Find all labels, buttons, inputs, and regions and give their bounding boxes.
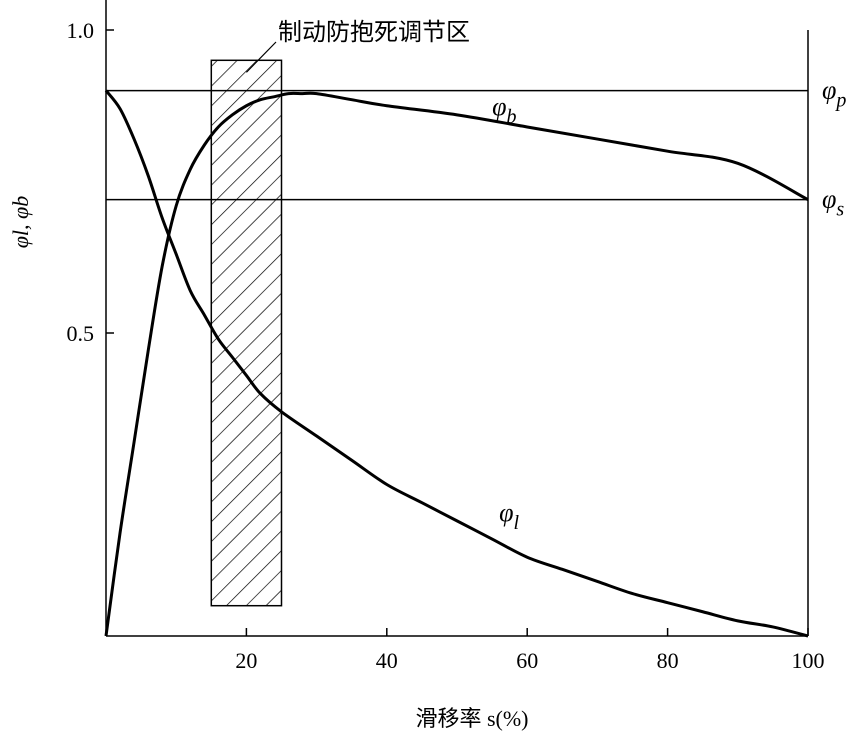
x-ticks: 20 40 60 80 100 bbox=[235, 628, 825, 673]
series-line-l bbox=[104, 89, 809, 638]
shaded-region bbox=[210, 59, 283, 607]
y-tick-label-1: 1.0 bbox=[67, 18, 95, 43]
reference-label-p: φp bbox=[822, 76, 846, 112]
x-tick-label-100: 100 bbox=[792, 648, 825, 673]
x-axis-title: 滑移率 s(%) bbox=[415, 706, 528, 731]
y-ticks: 0.5 1.0 bbox=[67, 18, 114, 346]
reference-label-s: φs bbox=[822, 185, 844, 221]
series-label-l: φl bbox=[499, 498, 519, 534]
x-tick-label-40: 40 bbox=[376, 648, 398, 673]
x-tick-label-80: 80 bbox=[657, 648, 679, 673]
region-label: 制动防抱死调节区 bbox=[278, 19, 470, 46]
region-leader-line bbox=[245, 41, 277, 73]
series-label-b: φb bbox=[492, 92, 516, 128]
reference-lines: φp φs bbox=[106, 76, 846, 221]
y-tick-label-0: 0.5 bbox=[67, 321, 95, 346]
y-axis-title: φl, φb bbox=[8, 196, 33, 248]
x-tick-label-20: 20 bbox=[235, 648, 257, 673]
series-line-b bbox=[104, 91, 809, 637]
x-tick-label-60: 60 bbox=[516, 648, 538, 673]
curves: φb φl bbox=[104, 89, 809, 638]
